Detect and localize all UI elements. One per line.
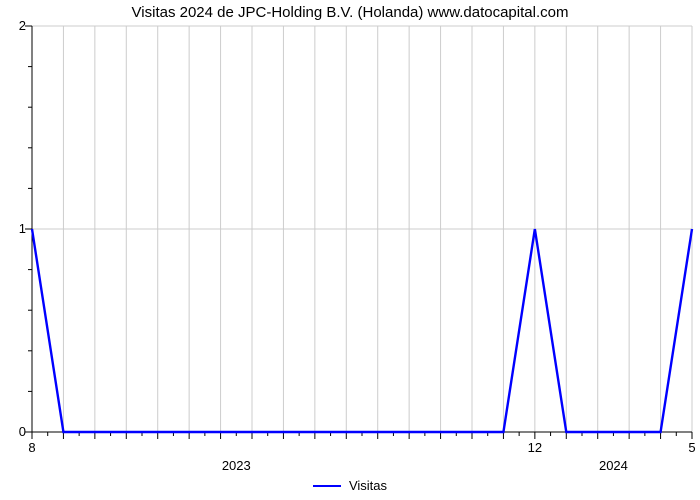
y-tick-label: 1 (6, 221, 26, 236)
x-tick-label: 8 (28, 440, 35, 455)
visits-chart: Visitas 2024 de JPC-Holding B.V. (Holand… (0, 0, 700, 500)
legend-label: Visitas (349, 478, 387, 493)
x-tick-label: 5 (688, 440, 695, 455)
chart-plot (32, 26, 692, 432)
x-tick-label: 12 (528, 440, 542, 455)
x-year-label: 2024 (599, 458, 628, 473)
legend-swatch (313, 485, 341, 487)
chart-legend: Visitas (0, 478, 700, 493)
y-tick-label: 2 (6, 18, 26, 33)
chart-title: Visitas 2024 de JPC-Holding B.V. (Holand… (0, 4, 700, 21)
x-year-label: 2023 (222, 458, 251, 473)
y-tick-label: 0 (6, 424, 26, 439)
